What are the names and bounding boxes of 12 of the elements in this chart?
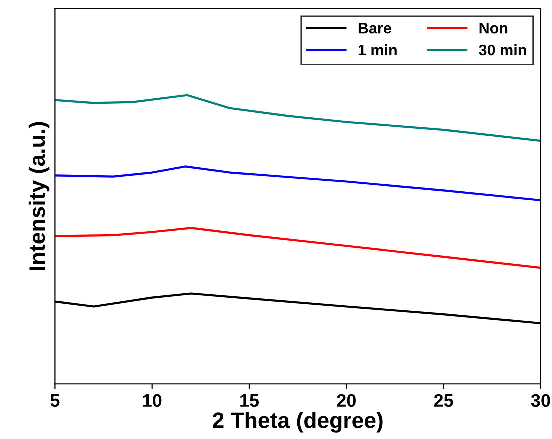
legend-label: 30 min: [479, 44, 526, 56]
legend-label: 1 min: [358, 44, 397, 56]
x-tick-label: 5: [50, 394, 60, 408]
legend-label: Non: [480, 23, 508, 34]
x-axis-title: 2 Theta (degree): [213, 412, 383, 433]
x-tick-label: 30: [531, 394, 550, 408]
x-tick-label: 10: [143, 394, 162, 408]
x-tick-label: 25: [434, 394, 454, 408]
y-axis-title: Intensity (a.u.): [28, 122, 50, 270]
legend-label: Bare: [358, 23, 392, 34]
x-tick-label: 20: [337, 394, 356, 408]
x-tick-label: 15: [240, 394, 260, 408]
